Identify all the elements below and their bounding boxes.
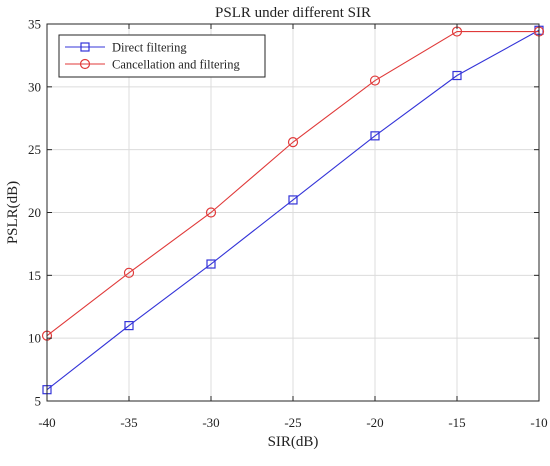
data-point <box>123 267 135 278</box>
x-tick-label: -30 <box>202 415 219 430</box>
y-axis-title: PSLR(dB) <box>5 181 21 244</box>
legend-box <box>58 34 266 78</box>
legend-marker <box>80 42 90 52</box>
legend-label: Direct filtering <box>112 40 187 54</box>
x-tick-label: -25 <box>284 415 301 430</box>
axis-ticks: -40 -35 -30 -25 -20 -15 -10 5 10 15 20 25 30 35 <box>28 17 548 431</box>
x-tick-label: -35 <box>120 415 137 430</box>
data-point <box>205 207 217 218</box>
y-tick-label: 15 <box>28 268 41 283</box>
y-tick-label: 35 <box>28 17 41 32</box>
data-point <box>369 75 381 86</box>
data-point <box>288 195 298 205</box>
x-tick-label: -20 <box>366 415 383 430</box>
y-tick-label: 30 <box>28 79 41 94</box>
x-tick-label: -40 <box>38 415 55 430</box>
chart-title: PSLR under different SIR <box>215 5 371 21</box>
x-tick-label: -15 <box>448 415 465 430</box>
y-tick-label: 20 <box>28 205 41 220</box>
data-point <box>124 321 134 331</box>
x-tick-label: -10 <box>530 415 547 430</box>
x-axis-title: SIR(dB) <box>268 434 319 450</box>
data-point <box>452 70 462 81</box>
legend: Direct filtering Cancellation and filteri… <box>58 34 266 78</box>
legend-item: Direct filtering <box>65 40 187 54</box>
legend-label: Cancellation and filtering <box>112 57 240 71</box>
y-tick-label: 10 <box>28 331 41 346</box>
data-point <box>370 131 380 141</box>
legend-item: Cancellation and filtering <box>65 57 240 71</box>
data-point <box>206 259 216 269</box>
y-tick-label: 5 <box>35 394 42 409</box>
data-point <box>287 137 299 148</box>
y-tick-label: 25 <box>28 142 41 157</box>
legend-marker <box>79 58 91 70</box>
series-line <box>46 30 539 337</box>
series-line <box>46 29 540 391</box>
